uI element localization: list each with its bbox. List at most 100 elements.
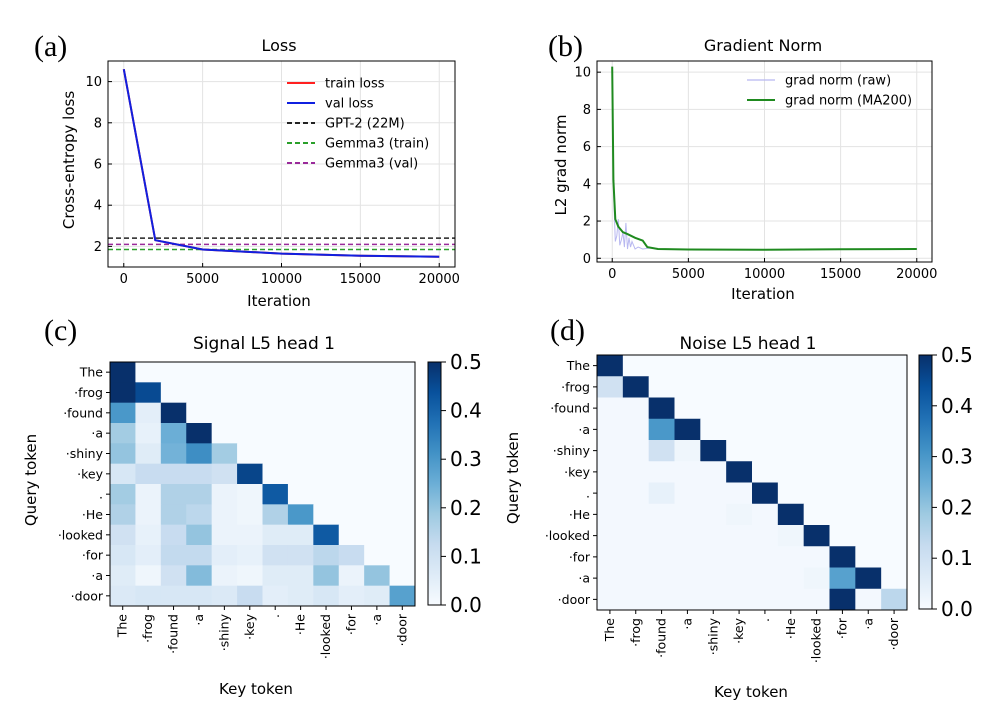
noise-key-token-label: ·for: [834, 617, 849, 639]
grad-y-axis-label: L2 grad norm: [552, 114, 570, 215]
signal-cell: [338, 362, 365, 383]
noise-cell: [752, 482, 779, 505]
noise-key-token-label: ·a: [679, 618, 694, 630]
noise-cell: [674, 355, 701, 377]
noise-cell: [726, 525, 753, 547]
noise-cell: [726, 355, 753, 377]
loss-y-tick-label: 4: [94, 199, 102, 214]
noise-cell: [700, 355, 727, 377]
loss-legend-label-train: train loss: [325, 77, 385, 92]
signal-cell: [237, 565, 263, 587]
signal-cell: [287, 463, 314, 485]
noise-cell: [597, 503, 624, 526]
noise-cell: [829, 525, 856, 547]
grad-legend-label-grad_raw: grad norm (raw): [785, 74, 891, 89]
noise-cell: [700, 482, 727, 505]
signal-cell: [160, 585, 187, 607]
noise-cell: [855, 440, 882, 462]
signal-cell: [313, 463, 340, 485]
signal-cell: [287, 402, 314, 424]
signal-cell: [160, 443, 187, 465]
signal-cell: [135, 504, 162, 526]
noise-cell: [829, 461, 856, 483]
signal-cell: [262, 382, 289, 404]
noise-cell: [726, 461, 753, 483]
noise-cell: [700, 418, 727, 441]
signal-cell: [211, 362, 238, 383]
signal-cell: [211, 382, 238, 404]
signal-cell: [160, 504, 187, 526]
noise-cell: [881, 440, 908, 462]
noise-cell: [597, 461, 624, 483]
signal-key-token-label: The: [115, 614, 130, 639]
noise-cell: [777, 376, 805, 398]
signal-cell: [211, 423, 238, 444]
noise-cell: [726, 376, 753, 398]
signal-cell: [186, 484, 213, 505]
noise-key-token-label: ·looked: [809, 618, 824, 663]
loss-legend-label-gemma_val: Gemma3 (val): [325, 157, 418, 172]
signal-cell: [389, 484, 416, 505]
signal-cell: [313, 443, 340, 465]
loss-chart: 0 5000 10000 15000 20000 2 4 6 8 10 train loss val …: [85, 60, 460, 287]
loss-y-axis-label: Cross-entropy loss: [60, 91, 78, 229]
noise-cell: [855, 503, 882, 526]
signal-cell: [364, 565, 390, 587]
signal-query-token-label: ·door: [71, 588, 104, 603]
signal-cell: [135, 423, 162, 444]
noise-cell: [829, 440, 856, 462]
signal-cell: [313, 504, 340, 526]
signal-cell: [313, 545, 340, 566]
noise-cell: [648, 546, 675, 568]
noise-cell: [777, 588, 805, 611]
noise-cell: [803, 418, 830, 441]
noise-cell: [597, 376, 624, 398]
signal-cell: [237, 362, 263, 383]
signal-cell: [287, 423, 314, 444]
signal-cell: [237, 504, 263, 526]
signal-cell: [186, 524, 213, 546]
noise-cell: [752, 376, 779, 398]
grad-x-tick-label: 10000: [744, 267, 785, 282]
signal-frame: [109, 361, 416, 607]
panel-label-b: (b): [548, 30, 583, 63]
signal-cell: [364, 423, 390, 444]
signal-cell: [338, 463, 365, 485]
noise-cell: [881, 482, 908, 505]
signal-cell: [364, 524, 390, 546]
signal-query-token-label: ·shiny: [66, 446, 104, 461]
signal-cell: [237, 585, 263, 607]
noise-query-token-label: ·He: [569, 507, 590, 522]
noise-cell: [803, 482, 830, 505]
noise-cell: [829, 355, 856, 377]
signal-cell: [287, 585, 314, 607]
signal-cell: [110, 524, 136, 546]
noise-key-token-label: ·He: [783, 618, 798, 639]
noise-cell: [622, 355, 650, 377]
noise-colorbar-tick-label: 0.0: [941, 597, 973, 621]
noise-cell: [674, 525, 701, 547]
noise-query-token-label: ·a: [578, 571, 590, 586]
noise-cell: [855, 355, 882, 377]
noise-cell: [597, 440, 624, 462]
signal-cell: [389, 402, 416, 424]
grad-legend-label-grad_ma: grad norm (MA200): [785, 94, 912, 109]
noise-key-token-label: ·frog: [628, 618, 643, 647]
noise-cell: [726, 588, 753, 611]
noise-cell: [648, 567, 675, 590]
signal-cell: [237, 463, 263, 485]
noise-cell: [881, 355, 908, 377]
noise-cell: [622, 376, 650, 398]
grad-y-tick-label: 2: [583, 215, 591, 230]
noise-cell: [726, 503, 753, 526]
signal-cell: [364, 545, 390, 566]
noise-cell: [855, 567, 882, 590]
noise-cell: [597, 355, 624, 377]
signal-cell: [211, 402, 238, 424]
signal-cell: [110, 463, 136, 485]
noise-cell: [803, 355, 830, 377]
noise-cell: [752, 418, 779, 441]
noise-cell: [622, 461, 650, 483]
signal-cell: [160, 463, 187, 485]
loss-x-tick-label: 15000: [340, 272, 381, 287]
